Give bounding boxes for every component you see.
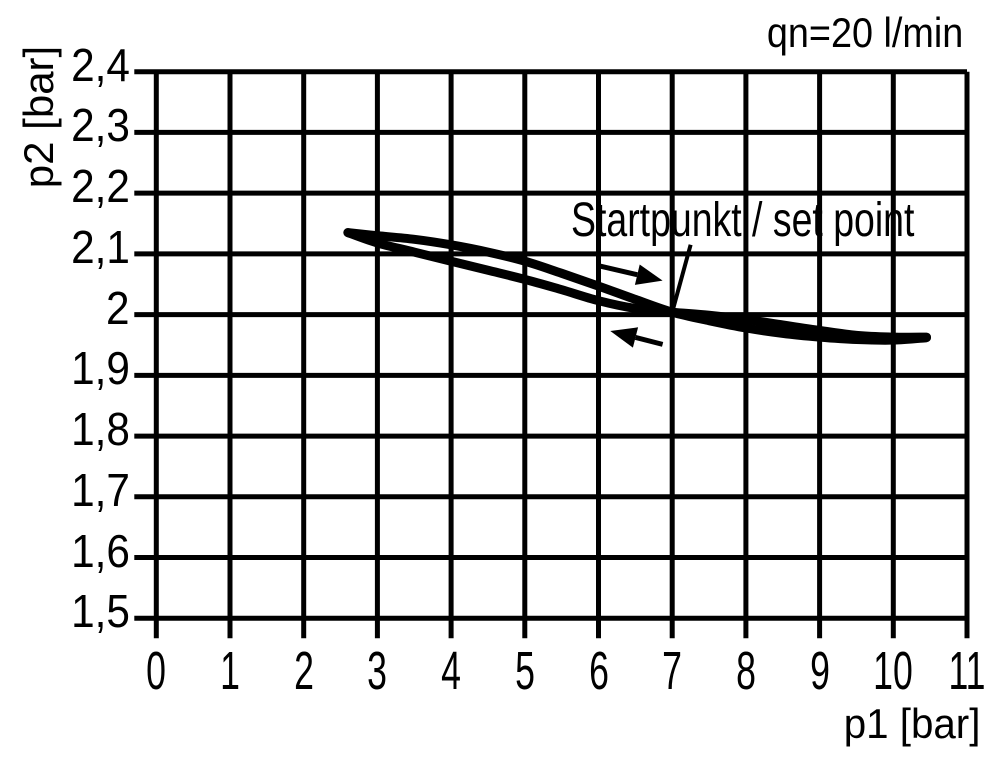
y-tick-label: 1,6 — [71, 524, 130, 577]
direction-arrow-left-shaft — [634, 335, 664, 347]
y-tick-label: 1,7 — [71, 463, 130, 516]
x-tick-label: 1 — [220, 641, 240, 701]
curve-p1-decreasing — [343, 228, 931, 342]
y-tick-label: 1,9 — [71, 342, 130, 395]
x-axis-title: p1 [bar] — [843, 700, 980, 747]
y-tick-label: 2,3 — [71, 99, 130, 152]
x-tick-label: 10 — [873, 641, 914, 701]
x-tick-label: 11 — [948, 641, 986, 701]
y-tick-label: 2,1 — [71, 220, 130, 273]
annotation-pointer-line — [670, 244, 693, 313]
y-axis-title: p2 [bar] — [15, 45, 62, 189]
x-tick-label: 3 — [367, 641, 388, 701]
y-tick-label: 1,5 — [71, 585, 130, 638]
y-tick-label: 2 — [106, 281, 130, 334]
flow-rate-label: qn=20 l/min — [766, 9, 963, 56]
curve-p1-increasing — [343, 228, 931, 345]
x-tick-label: 7 — [662, 641, 683, 701]
direction-arrow-right-shaft — [599, 263, 638, 278]
x-tick-label: 9 — [809, 641, 830, 701]
x-tick-label: 5 — [514, 641, 535, 701]
direction-arrow-right-head — [634, 264, 663, 285]
y-tick-label: 2,2 — [71, 160, 130, 213]
x-tick-label: 4 — [441, 641, 462, 701]
x-tick-label: 0 — [146, 641, 167, 701]
y-tick-label: 1,8 — [71, 403, 130, 456]
direction-arrow-left-head — [610, 327, 639, 348]
x-tick-label: 6 — [588, 641, 609, 701]
x-tick-label: 2 — [293, 641, 314, 701]
x-tick-label: 8 — [735, 641, 756, 701]
y-tick-label: 2,4 — [71, 38, 130, 91]
set-point-annotation: Startpunkt / set point — [571, 194, 915, 247]
